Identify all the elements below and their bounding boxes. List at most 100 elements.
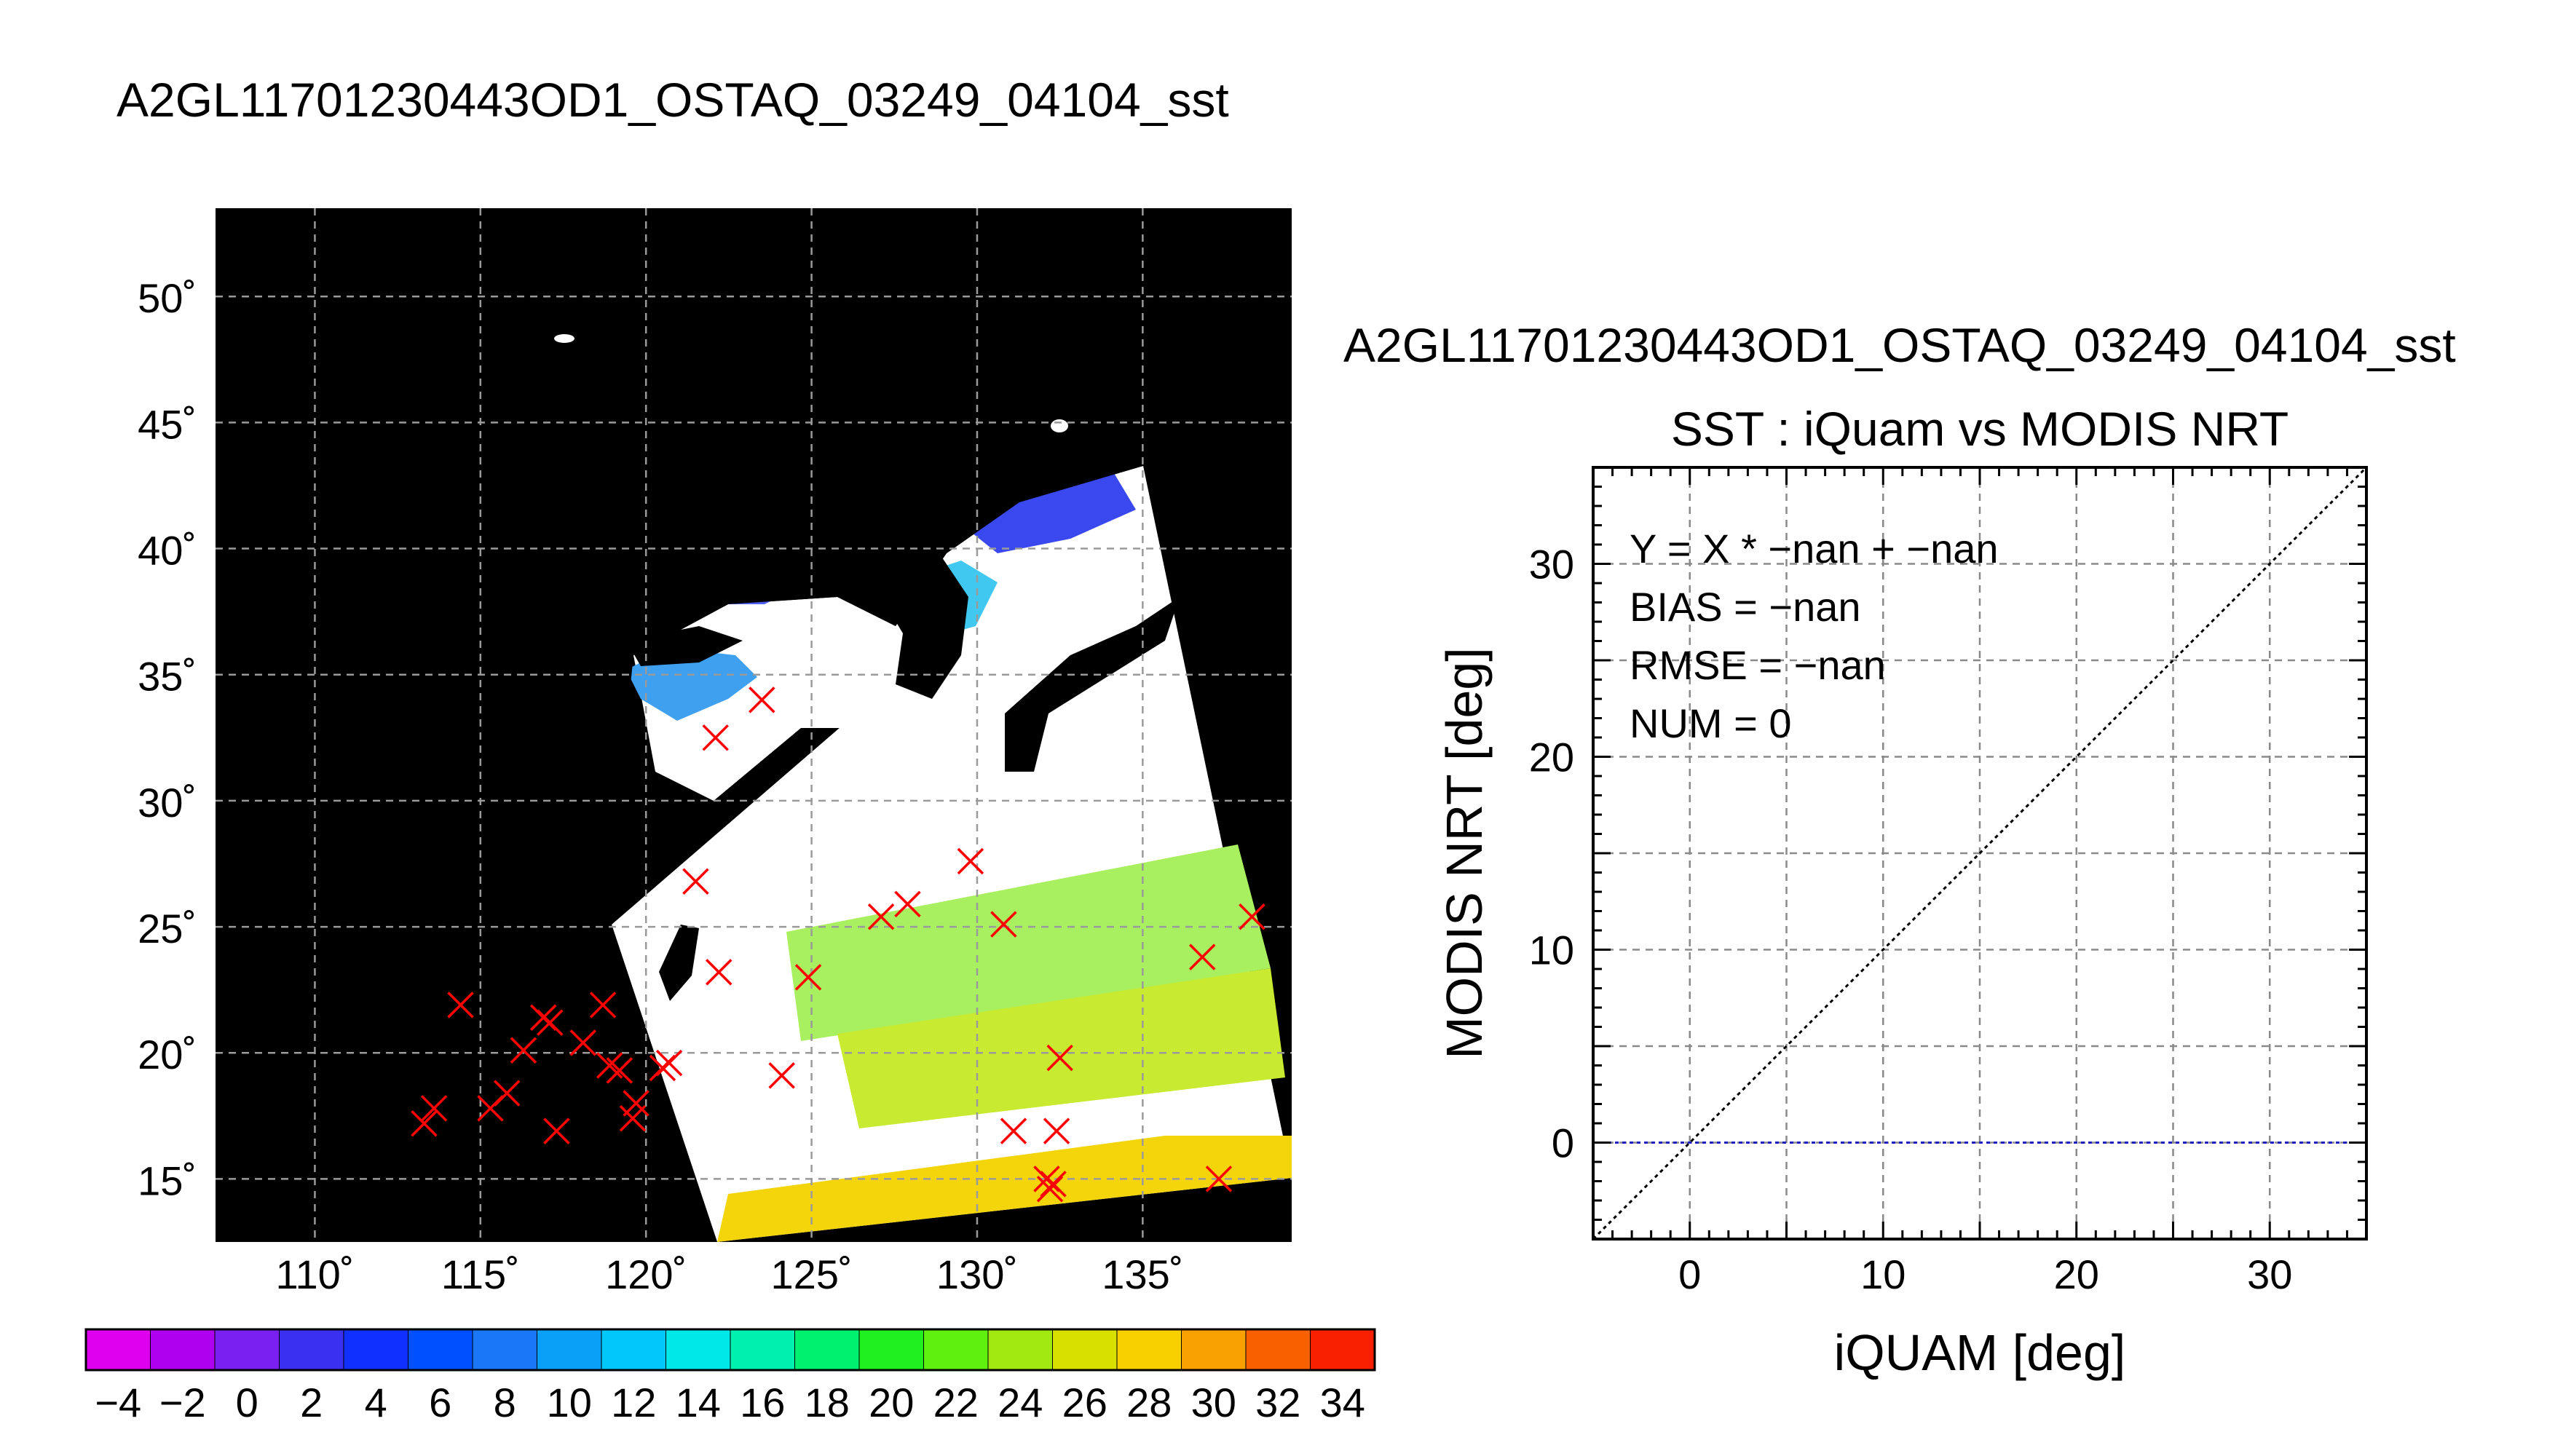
colorbar-swatch xyxy=(987,1329,1054,1371)
scatter-stat-annotation: Y = X * −nan + −nan xyxy=(1630,526,1999,571)
map-marker-x xyxy=(589,992,617,1018)
colorbar-tick-label: 34 xyxy=(1320,1380,1365,1425)
colorbar-tick-label: 8 xyxy=(494,1380,516,1425)
map-marker-x xyxy=(619,1105,647,1132)
map-marker-x xyxy=(1188,943,1216,970)
colorbar-swatch xyxy=(1052,1329,1118,1371)
map-marker-x xyxy=(894,890,921,918)
colorbar-tick-label: −2 xyxy=(159,1380,206,1425)
colorbar-tick-label: −4 xyxy=(95,1380,141,1425)
map-marker-x xyxy=(682,868,709,895)
colorbar-labels: −4 −2 0 2 4 6 8 10 12 14 16 18 20 22 24 26 28 30 32 34 xyxy=(95,1380,1365,1425)
map-marker-x xyxy=(1239,903,1265,930)
figure-title: A2GL11701230443OD1_OSTAQ_03249_04104_sst xyxy=(117,73,1229,127)
map-marker-x xyxy=(447,992,474,1018)
scatter-x-tick-label: 30 xyxy=(2247,1251,2292,1297)
colorbar-swatch xyxy=(666,1329,732,1371)
map-marker-x xyxy=(794,964,822,991)
map-lon-tick-label: 130˚ xyxy=(936,1251,1018,1297)
scatter-y-tick-label: 0 xyxy=(1552,1120,1574,1166)
scatter-stat-annotation: RMSE = −nan xyxy=(1630,642,1886,688)
colorbar-tick-label: 28 xyxy=(1126,1380,1172,1425)
map-marker-x xyxy=(510,1037,537,1064)
colorbar-tick-label: 24 xyxy=(998,1380,1043,1425)
colorbar-swatch xyxy=(1245,1329,1311,1371)
colorbar-tick-label: 30 xyxy=(1191,1380,1236,1425)
map-marker-x xyxy=(768,1062,795,1089)
colorbar-tick-label: 16 xyxy=(740,1380,785,1425)
scatter-y-tick-label: 30 xyxy=(1529,542,1574,587)
colorbar-swatch xyxy=(858,1329,925,1371)
scatter-content xyxy=(1593,467,2366,1239)
colorbar-swatch xyxy=(1181,1329,1247,1371)
map-lon-tick-label: 135˚ xyxy=(1102,1251,1183,1297)
colorbar-swatch xyxy=(1116,1329,1182,1371)
map-lat-tick-label: 35˚ xyxy=(138,654,197,700)
map-marker-x xyxy=(1000,1117,1027,1144)
colorbar-tick-label: 22 xyxy=(933,1380,979,1425)
scatter-frame xyxy=(1592,466,2368,1241)
map-lat-labels: 50˚ 45˚ 40˚ 35˚ 30˚ 25˚ 20˚ 15˚ xyxy=(138,275,197,1203)
map-marker-x xyxy=(990,911,1017,938)
map-lon-labels: 110˚ 115˚ 120˚ 125˚ 130˚ 135˚ xyxy=(275,1251,1183,1297)
scatter-x-tick-label: 0 xyxy=(1678,1251,1701,1297)
map-lat-tick-label: 40˚ xyxy=(138,528,197,574)
map-lat-tick-label: 50˚ xyxy=(138,275,197,321)
colorbar-swatch xyxy=(537,1329,603,1371)
map-marker-x xyxy=(655,1049,683,1077)
colorbar-tick-label: 4 xyxy=(365,1380,387,1425)
map-marker-x xyxy=(1205,1166,1233,1192)
map-marker-x xyxy=(1046,1044,1073,1072)
colorbar-tick-label: 18 xyxy=(805,1380,850,1425)
map-marker-x xyxy=(702,724,729,751)
one-to-one-line xyxy=(1593,467,2366,1239)
map-marker-x xyxy=(623,1090,649,1117)
map-lat-tick-label: 20˚ xyxy=(138,1032,197,1077)
swath-green-band xyxy=(786,844,1271,1041)
colorbar-tick-label: 10 xyxy=(547,1380,592,1425)
colorbar-swatch xyxy=(601,1329,667,1371)
colorbar-swatch xyxy=(1310,1329,1376,1371)
scatter-stat-annotation: BIAS = −nan xyxy=(1630,584,1861,630)
japan-land xyxy=(1005,597,1180,772)
map-lat-tick-label: 45˚ xyxy=(138,401,197,447)
inland-lake-1 xyxy=(554,334,574,343)
colorbar-tick-label: 26 xyxy=(1062,1380,1107,1425)
colorbar-swatch xyxy=(85,1329,151,1371)
inland-lake-2 xyxy=(1051,419,1068,432)
colorbar-frame xyxy=(84,1328,1376,1372)
scatter-annotations: Y = X * −nan + −nan BIAS = −nan RMSE = −na… xyxy=(1630,526,1999,746)
japan-sea-blue xyxy=(961,473,1136,553)
map-marker-x xyxy=(1043,1117,1070,1144)
sst-map: 50˚ 45˚ 40˚ 35˚ 30˚ 25˚ 20˚ 15˚ 110˚ 115˚ 120˚ 125… xyxy=(138,208,1292,1297)
map-marker-x xyxy=(957,847,984,875)
colorbar-tick-label: 14 xyxy=(676,1380,721,1425)
colorbar-tick-label: 12 xyxy=(611,1380,656,1425)
scatter-reference-lines xyxy=(1593,467,2366,1239)
map-marker-x xyxy=(543,1117,570,1144)
sst-scatter: A2GL11701230443OD1_OSTAQ_03249_04104_sst… xyxy=(1343,318,2456,1381)
colorbar-tick-label: 32 xyxy=(1255,1380,1300,1425)
colorbar-swatch xyxy=(214,1329,280,1371)
shandong-peninsula xyxy=(626,626,743,666)
map-marker-x xyxy=(569,1029,597,1056)
colorbar-swatch xyxy=(279,1329,345,1371)
map-marker-x xyxy=(867,903,895,930)
map-marker-x xyxy=(411,1109,438,1137)
china-coast-land xyxy=(216,208,1292,1242)
taiwan-land xyxy=(659,925,699,1001)
map-marker-x xyxy=(749,687,775,713)
scatter-x-label: iQUAM [deg] xyxy=(1834,1324,2126,1381)
colorbar: −4 −2 0 2 4 6 8 10 12 14 16 18 20 22 24 26 28 30 32 34 xyxy=(84,1328,1376,1425)
colorbar-swatch xyxy=(408,1329,474,1371)
map-lat-tick-label: 25˚ xyxy=(138,906,197,951)
colorbar-tick-label: 0 xyxy=(236,1380,258,1425)
map-marker-x xyxy=(537,1009,564,1036)
colorbar-swatches xyxy=(85,1329,1376,1371)
colorbar-tick-label: 2 xyxy=(300,1380,323,1425)
scatter-y-tick-label: 10 xyxy=(1529,927,1574,973)
map-markers xyxy=(411,687,1265,1203)
swath-lime-band xyxy=(837,968,1285,1128)
colorbar-swatch xyxy=(794,1329,861,1371)
